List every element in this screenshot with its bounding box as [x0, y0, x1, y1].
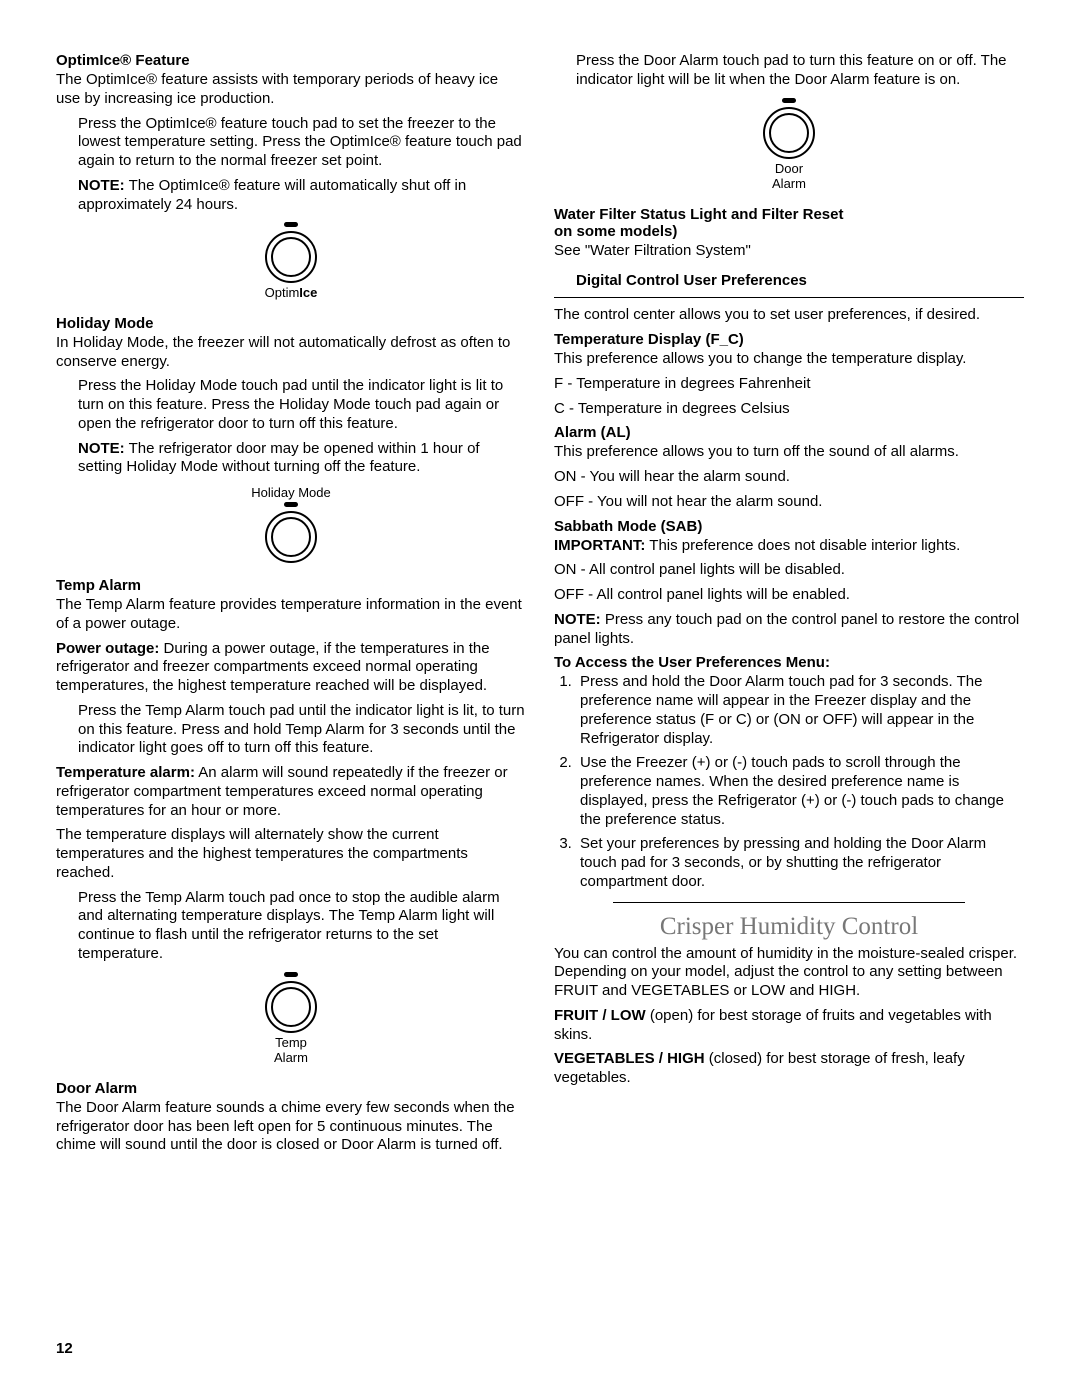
crisper-fruit: FRUIT / LOW (open) for best storage of f… [554, 1007, 1024, 1045]
optimice-note: NOTE: The OptimIce® feature will automat… [56, 177, 526, 215]
tempalarm-p1: The Temp Alarm feature provides temperat… [56, 596, 526, 634]
temp-alarm-label: Temperature alarm: [56, 764, 195, 781]
holiday-p1: In Holiday Mode, the freezer will not au… [56, 334, 526, 372]
divider-icon [554, 297, 1024, 298]
tempalarm-tempalarm: Temperature alarm: An alarm will sound r… [56, 764, 526, 820]
dooralarm-cont-p1: Press the Door Alarm touch pad to turn t… [554, 52, 1024, 90]
sab-p3: OFF - All control panel lights will be e… [554, 586, 1024, 605]
optimice-p1: The OptimIce® feature assists with tempo… [56, 71, 526, 109]
tempalarm-p2: Press the Temp Alarm touch pad until the… [56, 702, 526, 758]
touchpad-circle-icon [265, 511, 317, 563]
crisper-title: Crisper Humidity Control [554, 913, 1024, 941]
temp-p3: C - Temperature in degrees Celsius [554, 400, 1024, 419]
optimice-touchpad-icon: OptimIce [56, 222, 526, 301]
alarm-p1: This preference allows you to turn off t… [554, 443, 1024, 462]
dooralarm-pad-label: Door Alarm [772, 161, 806, 192]
holiday-touchpad-icon: Holiday Mode [56, 485, 526, 563]
important-label: IMPORTANT: [554, 537, 645, 554]
crisper-veg: VEGETABLES / HIGH (closed) for best stor… [554, 1050, 1024, 1088]
dooralarm-p1: The Door Alarm feature sounds a chime ev… [56, 1099, 526, 1155]
indicator-dash-icon [284, 972, 298, 977]
fruit-low-label: FRUIT / LOW [554, 1007, 646, 1024]
page: OptimIce® Feature The OptimIce® feature … [0, 0, 1080, 1397]
note-label: NOTE: [78, 177, 125, 194]
alarm-heading: Alarm (AL) [554, 424, 1024, 441]
temp-p1: This preference allows you to change the… [554, 350, 1024, 369]
step-3: Set your preferences by pressing and hol… [576, 835, 1024, 891]
step-1: Press and hold the Door Alarm touch pad … [576, 673, 1024, 748]
access-steps-list: Press and hold the Door Alarm touch pad … [554, 673, 1024, 891]
optimice-heading: OptimIce® Feature [56, 52, 526, 69]
note-text: The refrigerator door may be opened with… [78, 440, 480, 476]
power-outage-label: Power outage: [56, 640, 159, 657]
alarm-p2: ON - You will hear the alarm sound. [554, 468, 1024, 487]
holiday-p2: Press the Holiday Mode touch pad until t… [56, 377, 526, 433]
temp-display-heading: Temperature Display (F_C) [554, 331, 1024, 348]
tempalarm-p3: The temperature displays will alternatel… [56, 826, 526, 882]
indicator-dash-icon [284, 502, 298, 507]
sabbath-heading: Sabbath Mode (SAB) [554, 518, 1024, 535]
note-label: NOTE: [554, 611, 601, 628]
section-divider-icon [613, 902, 966, 903]
tempalarm-pad-label: Temp Alarm [274, 1035, 308, 1066]
sab-note: NOTE: Press any touch pad on the control… [554, 611, 1024, 649]
touchpad-circle-icon [265, 231, 317, 283]
access-heading: To Access the User Preferences Menu: [554, 654, 1024, 671]
holiday-pad-label: Holiday Mode [251, 485, 331, 500]
indicator-dash-icon [782, 98, 796, 103]
dooralarm-heading: Door Alarm [56, 1080, 526, 1097]
left-column: OptimIce® Feature The OptimIce® feature … [56, 52, 526, 1357]
prefs-intro: The control center allows you to set use… [554, 306, 1024, 325]
tempalarm-poweroutage: Power outage: During a power outage, if … [56, 640, 526, 696]
optimice-pad-label: OptimIce [265, 285, 318, 301]
sab-imp: IMPORTANT: This preference does not disa… [554, 537, 1024, 556]
touchpad-circle-icon [265, 981, 317, 1033]
alarm-p3: OFF - You will not hear the alarm sound. [554, 493, 1024, 512]
step-2: Use the Freezer (+) or (-) touch pads to… [576, 754, 1024, 829]
page-number: 12 [56, 1340, 73, 1357]
holiday-heading: Holiday Mode [56, 315, 526, 332]
prefs-heading: Digital Control User Preferences [576, 272, 1024, 289]
temp-p2: F - Temperature in degrees Fahrenheit [554, 375, 1024, 394]
optimice-p2: Press the OptimIce® feature touch pad to… [56, 115, 526, 171]
right-column: Press the Door Alarm touch pad to turn t… [554, 52, 1024, 1357]
waterfilter-p1: See "Water Filtration System" [554, 242, 1024, 261]
tempalarm-heading: Temp Alarm [56, 577, 526, 594]
crisper-p1: You can control the amount of humidity i… [554, 945, 1024, 1001]
tempalarm-p4: Press the Temp Alarm touch pad once to s… [56, 889, 526, 964]
touchpad-circle-icon [763, 107, 815, 159]
tempalarm-touchpad-icon: Temp Alarm [56, 972, 526, 1066]
two-column-layout: OptimIce® Feature The OptimIce® feature … [56, 52, 1024, 1357]
holiday-note: NOTE: The refrigerator door may be opene… [56, 440, 526, 478]
waterfilter-heading: Water Filter Status Light and Filter Res… [554, 206, 1024, 240]
sab-p2: ON - All control panel lights will be di… [554, 561, 1024, 580]
indicator-dash-icon [284, 222, 298, 227]
dooralarm-touchpad-icon: Door Alarm [554, 98, 1024, 192]
note-label: NOTE: [78, 440, 125, 457]
veg-high-label: VEGETABLES / HIGH [554, 1050, 705, 1067]
note-text: The OptimIce® feature will automatically… [78, 177, 466, 213]
